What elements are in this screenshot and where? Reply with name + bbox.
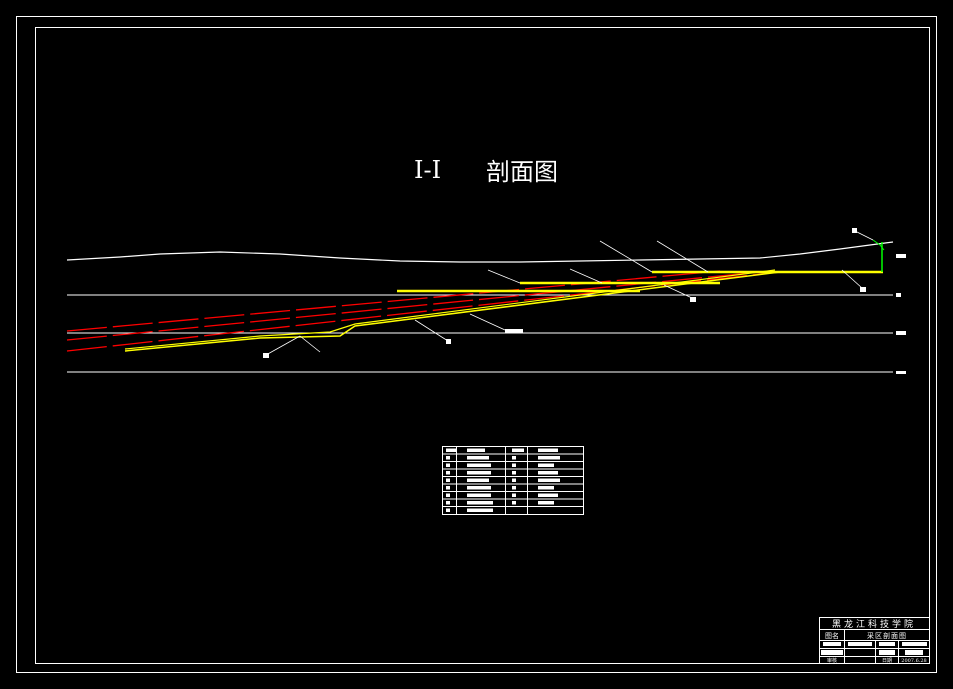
legend-cell-mark bbox=[467, 486, 491, 490]
drawing-name-label: 图名 bbox=[825, 631, 839, 640]
legend-cell-mark bbox=[467, 463, 491, 467]
legend-cell-mark bbox=[446, 508, 450, 512]
legend-cell-mark bbox=[467, 448, 485, 452]
legend-cell-mark bbox=[467, 471, 491, 475]
legend-cell-mark bbox=[446, 471, 450, 475]
reviewer-label: 审核 bbox=[827, 657, 837, 664]
level-label-3 bbox=[896, 331, 906, 335]
section-title-cn: 剖面图 bbox=[486, 158, 558, 186]
section-title-roman: I-I bbox=[414, 156, 441, 184]
legend-cell-mark bbox=[512, 478, 516, 482]
legend-cell-mark bbox=[512, 456, 516, 460]
legend-cell-mark bbox=[538, 478, 560, 482]
legend-cell-mark bbox=[446, 463, 450, 467]
legend-cell-mark bbox=[512, 471, 516, 475]
terrain-surface bbox=[66, 241, 894, 263]
legend-rows bbox=[442, 448, 583, 512]
inner-frame bbox=[35, 27, 930, 664]
legend-cell-mark bbox=[467, 456, 489, 460]
legend-cell-mark bbox=[467, 501, 493, 505]
legend-cell-mark bbox=[446, 456, 450, 460]
legend-cell-mark bbox=[467, 493, 491, 497]
legend-cell-mark bbox=[512, 501, 516, 505]
legend-cell-mark bbox=[446, 486, 450, 490]
legend-cell-mark bbox=[538, 463, 554, 467]
legend-cell-mark bbox=[467, 478, 489, 482]
level-label-4 bbox=[896, 371, 906, 374]
legend-cell-mark bbox=[512, 463, 516, 467]
legend-cell-mark bbox=[538, 448, 558, 452]
leader-labels bbox=[263, 228, 866, 358]
date-value: 2007.6.28 bbox=[901, 658, 926, 664]
legend-cell-mark bbox=[446, 448, 456, 452]
seam-incline-1 bbox=[124, 271, 781, 352]
level-label-1 bbox=[896, 254, 906, 258]
legend-cell-mark bbox=[467, 508, 493, 512]
shaft-collar bbox=[872, 239, 885, 251]
title-block-fills bbox=[821, 642, 927, 655]
institution-name: 黑龙江科技学院 bbox=[832, 618, 916, 630]
legend-cell-mark bbox=[512, 493, 516, 497]
roadway-line-1 bbox=[66, 270, 721, 332]
legend-table bbox=[442, 446, 584, 515]
legend-cell-mark bbox=[538, 501, 554, 505]
legend-cell-mark bbox=[446, 478, 450, 482]
title-block bbox=[819, 617, 930, 664]
legend-cell-mark bbox=[538, 471, 558, 475]
leader-lines bbox=[265, 230, 874, 356]
legend-cell-mark bbox=[446, 501, 450, 505]
legend-cell-mark bbox=[512, 486, 516, 490]
outer-frame bbox=[16, 16, 937, 673]
level-label-2 bbox=[896, 293, 901, 297]
legend-cell-mark bbox=[538, 493, 558, 497]
drawing-name: 采区剖面图 bbox=[867, 631, 907, 640]
legend-cell-mark bbox=[538, 486, 554, 490]
seam-incline-2 bbox=[124, 269, 776, 350]
legend-cell-mark bbox=[446, 493, 450, 497]
legend-cell-mark bbox=[512, 448, 524, 452]
date-label: 日期 bbox=[882, 658, 892, 664]
legend-cell-mark bbox=[538, 456, 560, 460]
